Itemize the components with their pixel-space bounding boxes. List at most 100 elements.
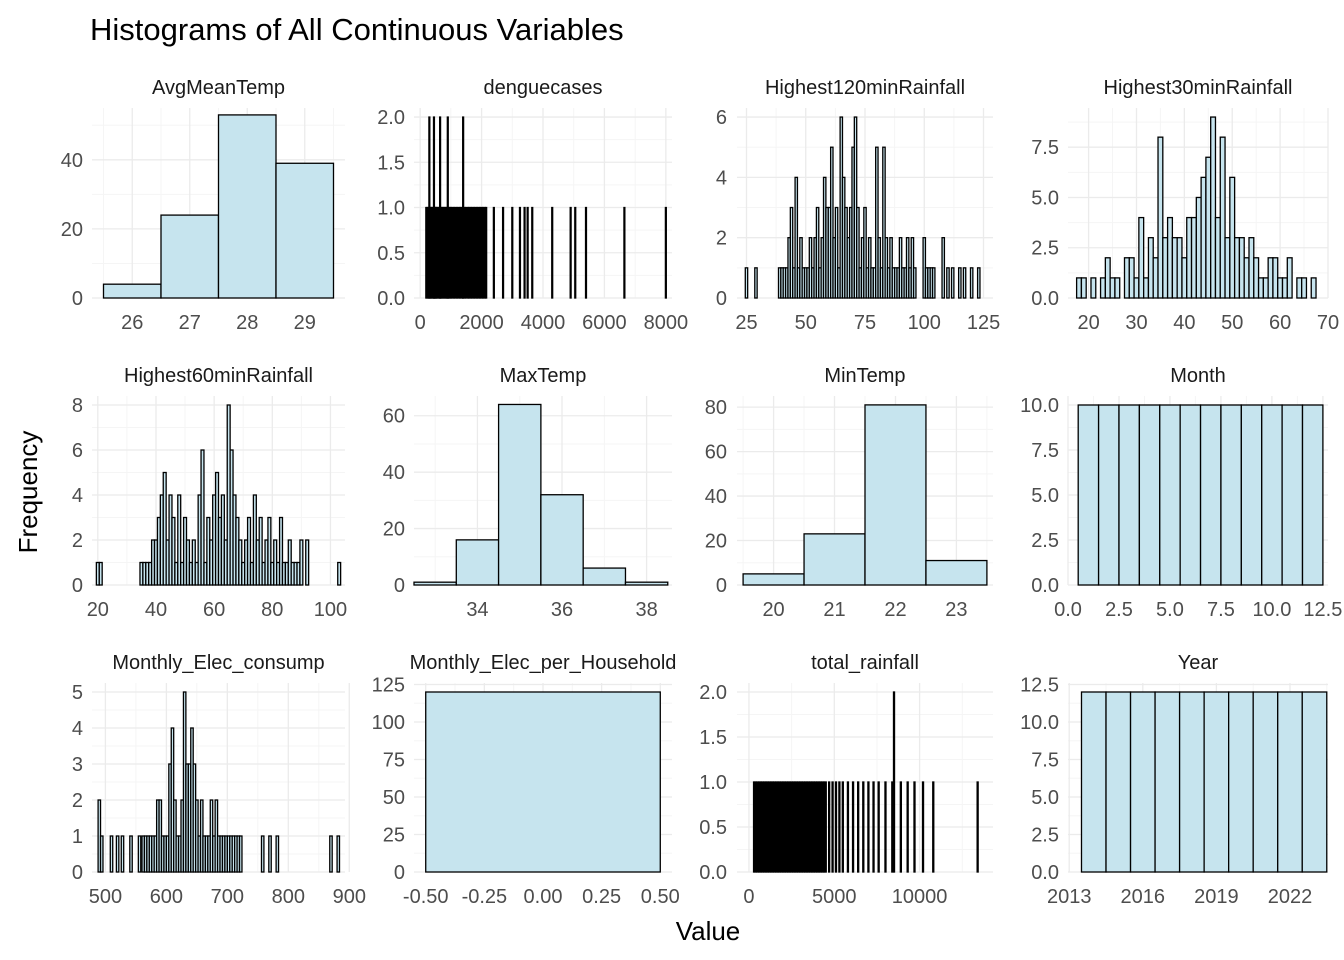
histogram-bar [1286,257,1293,299]
panel-Year: Year 2013 2016 2019 2022 0.0 2.5 5.0 7.5 10.0 12.5 [1020,652,1328,908]
histogram-bar [480,206,483,299]
x-tick-label: 10.0 [1252,599,1291,621]
histogram-bars [744,116,981,299]
histogram-bar [1178,691,1205,873]
histogram-bar [1129,691,1156,873]
histogram-bar [1224,237,1231,299]
histogram-bar [838,781,841,873]
y-tick-label: 2.5 [1031,238,1059,260]
histogram-bar [452,206,456,299]
y-tick-label: 40 [705,486,727,508]
x-tick-label: 27 [179,312,201,334]
panel-MaxTemp: MaxTemp 34 36 38 0 20 40 60 [383,365,672,621]
histogram-bar [814,781,817,873]
histogram-bar [483,206,486,299]
x-tick-label: 60 [203,599,225,621]
histogram-bar [664,206,667,299]
x-tick-label: 20 [1077,312,1099,334]
histogram-bar [1310,277,1317,299]
y-tick-label: 5.0 [1031,787,1059,809]
y-tick-label: 0.5 [377,243,405,265]
x-tick-label: 6000 [582,312,627,334]
panel-MinTemp: MinTemp 20 21 22 23 0 20 40 60 80 [705,365,993,621]
histogram-bar [492,206,495,299]
y-tick-label: 0.0 [699,862,727,884]
histogram-bar [1152,257,1159,299]
y-tick-label: 75 [383,750,405,772]
histogram-bar [829,146,834,299]
histogram-bar [875,146,879,299]
histogram-bar [809,781,812,873]
histogram-bar [797,781,800,873]
y-tick-label: 10.0 [1020,395,1059,417]
histogram-bar [1243,257,1250,299]
histogram-bar [569,206,572,299]
facet-title: Monthly_Elec_consump [112,652,324,674]
histogram-bar [1128,257,1135,299]
histogram-bar [337,561,342,586]
y-tick-label: 100 [372,712,405,734]
x-tick-label: 0.00 [524,886,563,908]
histogram-bar [258,516,263,586]
histogram-bar [932,781,935,873]
histogram-bar [551,206,554,299]
histogram-bar [1301,404,1324,586]
histogram-bar [831,781,834,873]
histogram-bar [798,781,802,873]
histogram-bar [867,781,870,873]
histogram-bar [976,781,979,873]
histogram-bar [526,206,529,299]
x-tick-label: 900 [333,886,366,908]
y-tick-label: 5.0 [1031,485,1059,507]
histogram-bar [775,781,778,873]
histogram-bar [804,781,807,873]
histogram-bar [766,781,769,873]
histogram-bar [462,116,465,299]
histogram-bar [1214,216,1221,299]
histogram-bar [1114,277,1121,299]
histogram-bar [451,206,454,299]
y-tick-label: 20 [705,531,727,553]
histogram-bar [754,267,758,299]
histogram-bar [941,237,946,299]
y-tick-label: 40 [61,150,83,172]
histogram-bar [795,781,798,873]
x-tick-label: 2013 [1047,886,1092,908]
y-tick-label: 5 [72,682,83,704]
histogram-bar [769,781,773,873]
histogram-bar [816,781,819,873]
histogram-bar [574,206,577,299]
x-tick-label: 0.50 [641,886,680,908]
x-tick-label: 125 [967,312,1000,334]
y-tick-label: 10.0 [1020,712,1059,734]
histogram-bar [275,835,280,873]
histogram-bar [1228,691,1254,873]
histogram-bar [481,206,485,299]
histogram-bar [780,781,783,873]
y-tick-label: 0 [394,575,405,597]
x-tick-label: 5.0 [1156,599,1184,621]
histogram-bar [518,206,522,299]
x-tick-label: 2000 [459,312,504,334]
histogram-bar [1080,691,1107,873]
panel-Highest120minRainfall: Highest120minRainfall 25 50 75 100 125 0 2 4 6 [716,77,1000,334]
x-tick-label: 8000 [644,312,689,334]
facet-title: MaxTemp [500,365,587,387]
y-tick-label: 0 [72,575,83,597]
histogram-bar [1301,277,1308,299]
x-tick-label: -0.50 [403,886,449,908]
histogram-bar [471,206,474,299]
y-tick-label: 1.5 [699,727,727,749]
histogram-bar [802,781,805,873]
y-tick-label: 2.0 [377,107,405,129]
histogram-bar [160,214,220,299]
histogram-bar [863,206,867,299]
histogram-bars [425,691,661,873]
histogram-bar [778,781,781,873]
x-tick-label: 28 [236,312,258,334]
x-tick-label: 2019 [1194,886,1239,908]
histogram-bar [807,781,810,873]
histogram-bar [817,781,821,873]
y-tick-label: 1.0 [377,198,405,220]
